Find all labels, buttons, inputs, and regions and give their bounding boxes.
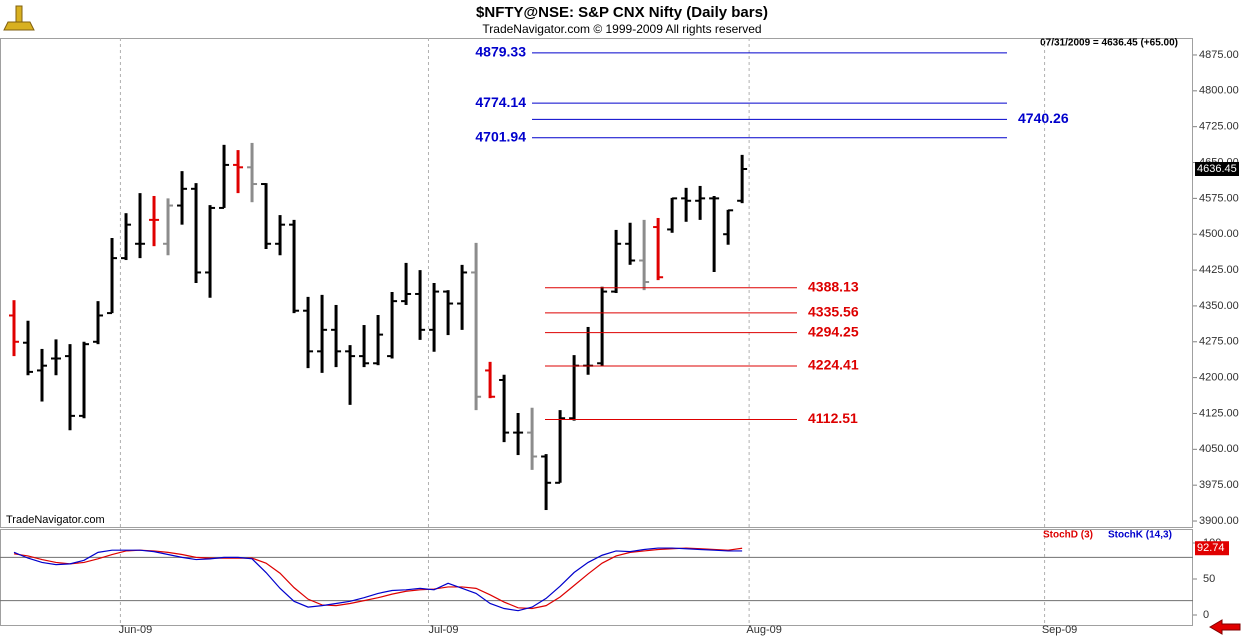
watermark: TradeNavigator.com <box>6 514 105 526</box>
x-tick-label: Jun-09 <box>119 624 153 636</box>
last-price-label: 4636.45 <box>1197 163 1237 175</box>
x-tick-label: Jul-09 <box>428 624 458 636</box>
y-tick-label: 4050.00 <box>1199 443 1239 455</box>
subtitle: TradeNavigator.com © 1999-2009 All right… <box>482 22 761 36</box>
legend-entry: StochD (3) <box>1043 530 1093 541</box>
y-tick-label: 50 <box>1203 573 1215 585</box>
y-tick-label: 4500.00 <box>1199 228 1239 240</box>
legend-entry: StochK (14,3) <box>1108 530 1172 541</box>
y-tick-label: 4875.00 <box>1199 49 1239 61</box>
app-icon <box>3 5 35 31</box>
level-label: 4701.94 <box>475 128 526 144</box>
level-label: 4335.56 <box>808 304 859 320</box>
level-label: 4879.33 <box>475 44 526 60</box>
chart-title: $NFTY@NSE: S&P CNX Nifty (Daily bars) <box>476 4 768 21</box>
y-tick-label: 0 <box>1203 609 1209 621</box>
stoch-line <box>13 547 743 612</box>
stoch-panel-frame <box>0 529 1193 626</box>
level-label: 4224.41 <box>808 357 859 373</box>
y-tick-label: 4350.00 <box>1199 300 1239 312</box>
level-label: 4112.51 <box>808 410 858 426</box>
y-tick-label: 4200.00 <box>1199 372 1239 384</box>
y-tick-label: 4425.00 <box>1199 264 1239 276</box>
level-label: 4740.26 <box>1018 110 1069 126</box>
y-tick-label: 4125.00 <box>1199 407 1239 419</box>
y-tick-label: 4275.00 <box>1199 336 1239 348</box>
y-tick-label: 4575.00 <box>1199 192 1239 204</box>
y-tick-label: 4725.00 <box>1199 121 1239 133</box>
x-tick-label: Sep-09 <box>1042 624 1077 636</box>
price-panel-frame <box>0 38 1193 528</box>
y-tick-label: 3900.00 <box>1199 515 1239 527</box>
y-tick-label: 4800.00 <box>1199 85 1239 97</box>
level-label: 4388.13 <box>808 278 859 294</box>
last-value-label: 92.74 <box>1197 542 1225 554</box>
last-price-tag <box>1195 161 1239 176</box>
info-label: 07/31/2009 = 4636.45 (+65.00) <box>1040 38 1178 49</box>
level-label: 4774.14 <box>475 94 526 110</box>
x-tick-label: Aug-09 <box>746 624 781 636</box>
scroll-arrow[interactable] <box>1209 619 1241 635</box>
y-tick-label: 3975.00 <box>1199 479 1239 491</box>
level-label: 4294.25 <box>808 323 859 339</box>
last-value-tag <box>1195 541 1229 556</box>
